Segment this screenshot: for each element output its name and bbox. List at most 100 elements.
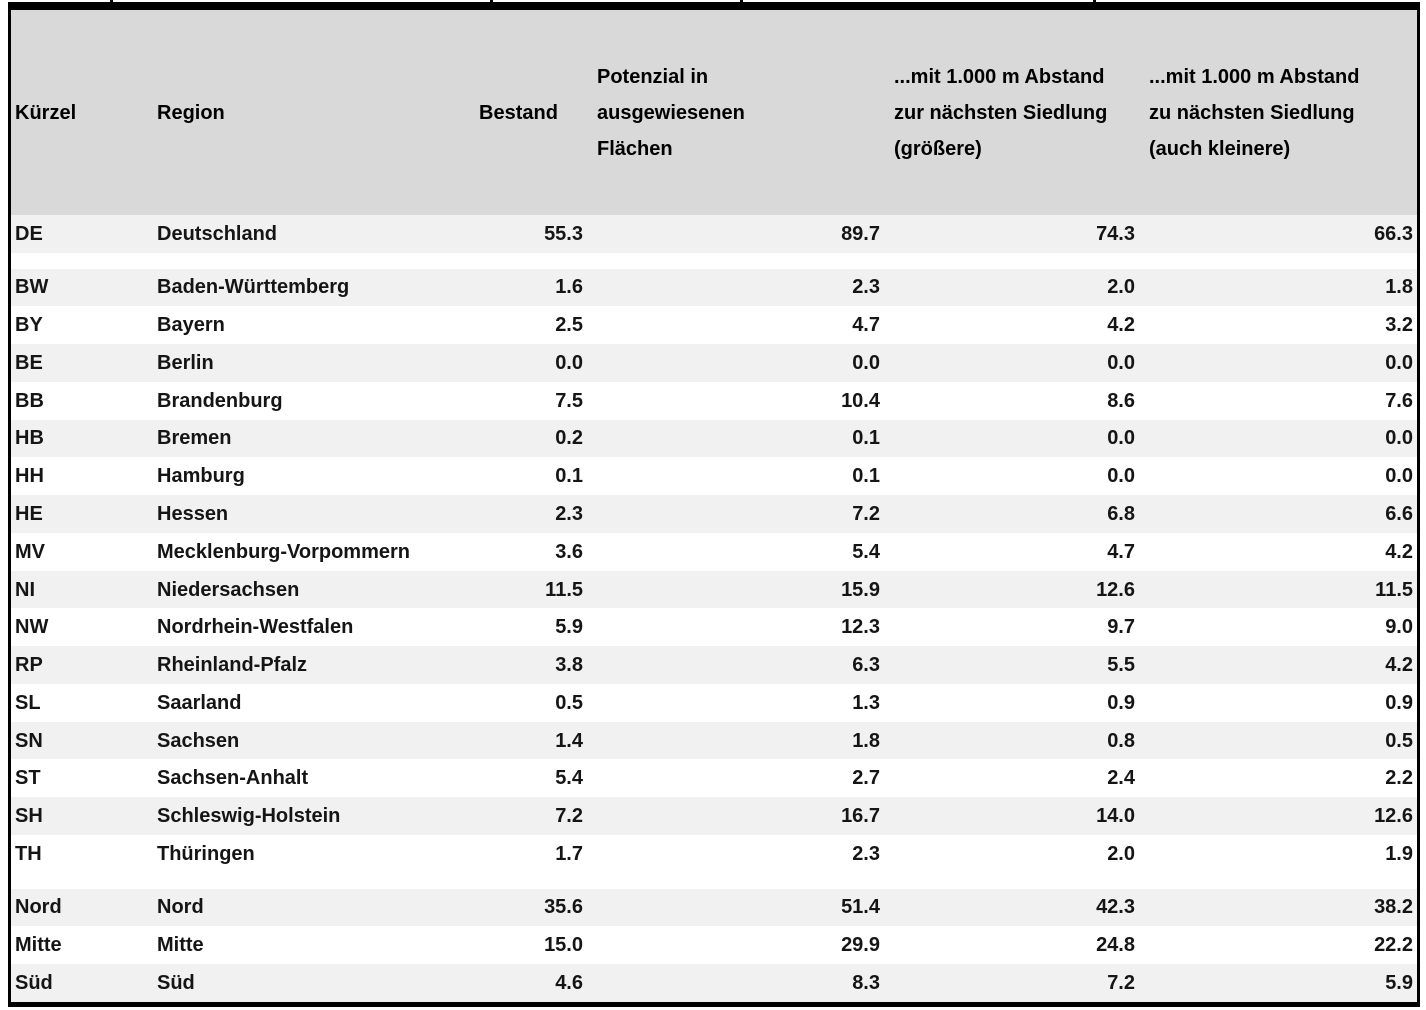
cell-abstand-1000m-groessere: 2.0 xyxy=(1107,276,1135,299)
cell-abstand-1000m-kleinere: 0.0 xyxy=(1385,465,1413,488)
cell-kuerzel: ST xyxy=(15,767,41,790)
cell-abstand-1000m-kleinere: 9.0 xyxy=(1385,616,1413,639)
table-row: BW Baden-Württemberg 1.6 2.3 2.0 1.8 xyxy=(11,268,1417,307)
cell-region: Sachsen-Anhalt xyxy=(157,767,309,790)
cell-bestand: 5.4 xyxy=(555,767,583,790)
cell-bestand: 3.8 xyxy=(555,654,583,677)
cell-region: Bayern xyxy=(157,314,225,337)
cell-abstand-1000m-groessere: 4.7 xyxy=(1107,540,1135,563)
cell-region: Mitte xyxy=(157,934,204,957)
cell-kuerzel: BE xyxy=(15,351,43,374)
table-row: Süd Süd 4.6 8.3 7.2 5.9 xyxy=(11,964,1417,1002)
cell-abstand-1000m-kleinere: 2.2 xyxy=(1385,767,1413,790)
cell-potenzial-flaechen: 0.1 xyxy=(852,465,880,488)
table-row: NI Niedersachsen 11.5 15.9 12.6 11.5 xyxy=(11,570,1417,609)
cell-potenzial-flaechen: 2.7 xyxy=(852,767,880,790)
table-row: MV Mecklenburg-Vorpommern 3.6 5.4 4.7 4.2 xyxy=(11,533,1417,571)
cell-abstand-1000m-kleinere: 11.5 xyxy=(1375,578,1413,601)
table-row: ST Sachsen-Anhalt 5.4 2.7 2.4 2.2 xyxy=(11,759,1417,797)
cell-region: Nord xyxy=(157,896,204,919)
cell-abstand-1000m-kleinere: 4.2 xyxy=(1385,654,1413,677)
cell-region: Baden-Württemberg xyxy=(157,276,350,299)
cell-abstand-1000m-groessere: 6.8 xyxy=(1107,503,1135,525)
table-row: DE Deutschland 55.3 89.7 74.3 66.3 xyxy=(11,215,1417,253)
cell-bestand: 5.9 xyxy=(555,616,583,639)
column-header-abstand-1000m-kleinere: ...mit 1.000 m Abstand zu nächsten Siedl… xyxy=(1149,65,1360,160)
cell-abstand-1000m-kleinere: 0.9 xyxy=(1385,691,1413,714)
cell-potenzial-flaechen xyxy=(591,873,888,889)
cell-kuerzel xyxy=(11,873,151,889)
cell-potenzial-flaechen: 7.2 xyxy=(852,503,880,525)
cell-potenzial-flaechen: 4.7 xyxy=(852,314,880,337)
cell-region: Saarland xyxy=(157,691,242,714)
cell-bestand: 0.2 xyxy=(555,427,583,450)
cell-kuerzel: SN xyxy=(15,729,43,752)
cell-potenzial-flaechen: 5.4 xyxy=(852,540,880,563)
cell-kuerzel: RP xyxy=(15,654,43,677)
cell-bestand: 0.0 xyxy=(555,351,583,374)
cell-bestand: 3.6 xyxy=(555,540,583,563)
cell-bestand: 1.6 xyxy=(555,276,583,299)
cell-kuerzel: TH xyxy=(15,842,42,865)
cell-region: Mecklenburg-Vorpommern xyxy=(157,540,410,563)
cell-abstand-1000m-kleinere: 1.8 xyxy=(1385,276,1413,299)
cell-potenzial-flaechen: 29.9 xyxy=(841,934,880,957)
cell-potenzial-flaechen: 89.7 xyxy=(841,222,880,245)
cell-bestand: 55.3 xyxy=(544,222,583,245)
cell-abstand-1000m-kleinere xyxy=(1143,253,1417,269)
cell-region: Thüringen xyxy=(157,842,255,865)
table-row: SN Sachsen 1.4 1.8 0.8 0.5 xyxy=(11,721,1417,760)
cell-abstand-1000m-groessere: 0.9 xyxy=(1107,691,1135,714)
cell-region: Süd xyxy=(157,971,195,994)
cell-abstand-1000m-groessere: 8.6 xyxy=(1107,389,1135,412)
cell-region: Rheinland-Pfalz xyxy=(157,654,308,677)
cell-abstand-1000m-groessere: 0.0 xyxy=(1107,351,1135,374)
cell-bestand: 2.3 xyxy=(555,503,583,525)
table-row: BB Brandenburg 7.5 10.4 8.6 7.6 xyxy=(11,382,1417,420)
cell-potenzial-flaechen: 51.4 xyxy=(841,896,880,919)
cell-bestand: 35.6 xyxy=(544,896,583,919)
cell-abstand-1000m-groessere: 2.0 xyxy=(1107,842,1135,865)
cell-kuerzel: SL xyxy=(15,691,41,714)
cell-kuerzel: BY xyxy=(15,314,43,337)
table-row: BE Berlin 0.0 0.0 0.0 0.0 xyxy=(11,344,1417,382)
cell-kuerzel: NW xyxy=(15,616,49,639)
column-header-potenzial-flaechen: Potenzial in ausgewiesenen Flächen xyxy=(597,65,745,160)
cell-abstand-1000m-kleinere: 12.6 xyxy=(1374,805,1413,828)
cell-kuerzel: Nord xyxy=(15,896,62,919)
cell-region: Bremen xyxy=(157,427,232,450)
cell-abstand-1000m-kleinere: 66.3 xyxy=(1374,222,1413,245)
cell-abstand-1000m-groessere xyxy=(888,253,1143,269)
cell-abstand-1000m-groessere: 2.4 xyxy=(1107,767,1135,790)
cell-potenzial-flaechen: 12.3 xyxy=(841,616,880,639)
cell-kuerzel: HE xyxy=(15,503,43,525)
cell-abstand-1000m-groessere: 14.0 xyxy=(1096,805,1135,828)
column-header-region: Region xyxy=(157,101,225,124)
cell-kuerzel: MV xyxy=(15,540,45,563)
cell-region: Hamburg xyxy=(157,465,245,488)
table-row: NW Nordrhein-Westfalen 5.9 12.3 9.7 9.0 xyxy=(11,608,1417,646)
cell-abstand-1000m-kleinere: 5.9 xyxy=(1385,971,1413,994)
cell-region: Niedersachsen xyxy=(157,578,300,601)
cell-region: Berlin xyxy=(157,351,214,374)
cell-region xyxy=(151,873,473,889)
cell-potenzial-flaechen: 1.3 xyxy=(852,691,880,714)
cell-abstand-1000m-kleinere: 4.2 xyxy=(1385,540,1413,563)
table-row: Nord Nord 35.6 51.4 42.3 38.2 xyxy=(11,888,1417,927)
cell-region: Hessen xyxy=(157,503,229,525)
cell-potenzial-flaechen: 10.4 xyxy=(841,389,880,412)
cell-bestand: 0.1 xyxy=(555,465,583,488)
cell-abstand-1000m-groessere: 74.3 xyxy=(1096,222,1135,245)
cell-abstand-1000m-groessere: 0.8 xyxy=(1107,729,1135,752)
cell-bestand: 15.0 xyxy=(544,934,583,957)
cell-abstand-1000m-kleinere: 3.2 xyxy=(1385,314,1413,337)
cell-kuerzel: HH xyxy=(15,465,44,488)
cell-bestand: 7.2 xyxy=(555,805,583,828)
table-body: DE Deutschland 55.3 89.7 74.3 66.3 BW Baden-Wür… xyxy=(11,215,1417,1002)
table-row: SL Saarland 0.5 1.3 0.9 0.9 xyxy=(11,684,1417,722)
cell-potenzial-flaechen: 0.1 xyxy=(852,427,880,450)
table-row: Mitte Mitte 15.0 29.9 24.8 22.2 xyxy=(11,926,1417,964)
table-row: BY Bayern 2.5 4.7 4.2 3.2 xyxy=(11,306,1417,344)
cell-abstand-1000m-groessere: 24.8 xyxy=(1096,934,1135,957)
cell-region: Schleswig-Holstein xyxy=(157,805,341,828)
